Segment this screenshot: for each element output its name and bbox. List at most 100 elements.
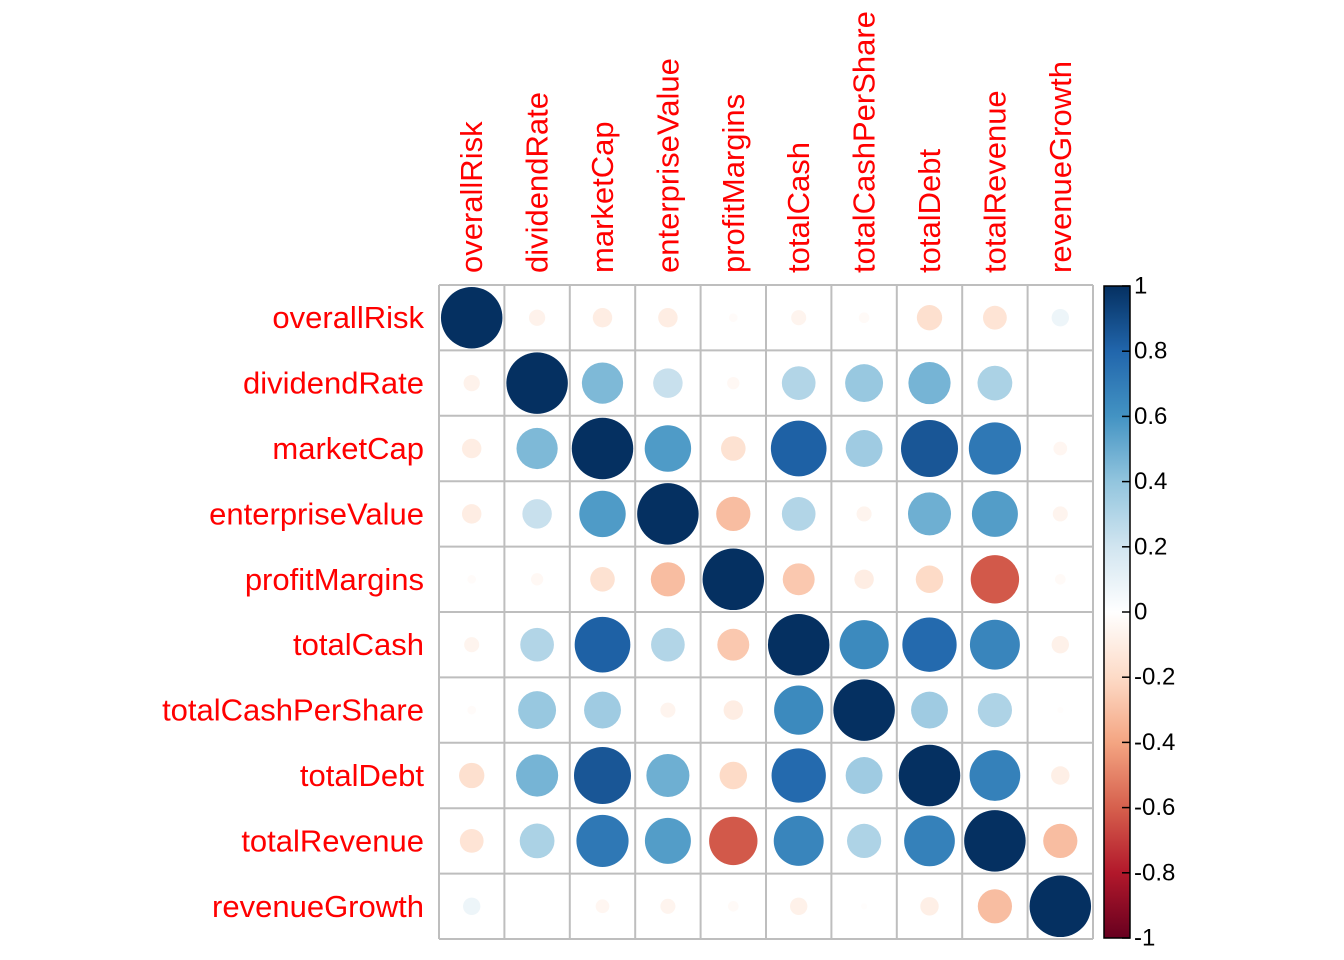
color-legend: 1 0.8 0.6 0.4 0.2 0 -0.2 -0.4 -0.6 -0.8 -1 [1103, 273, 1175, 952]
row-label-enterpriseValue: enterpriseValue [209, 496, 424, 531]
correlation-circle-enterpriseValue-dividendRate [522, 499, 552, 529]
correlation-circle-revenueGrowth-totalRevenue [977, 889, 1013, 924]
correlation-circle-totalDebt-marketCap [573, 746, 632, 805]
correlation-circle-revenueGrowth-revenueGrowth [1029, 875, 1092, 938]
correlation-circle-totalCash-revenueGrowth [1051, 636, 1069, 654]
correlation-circle-profitMargins-enterpriseValue [650, 562, 686, 597]
row-label-totalCash: totalCash [293, 627, 424, 662]
color-legend-tick-label: -1 [1134, 925, 1155, 952]
correlation-circle-profitMargins-overallRisk [467, 574, 477, 584]
correlation-circle-enterpriseValue-totalCashPerShare [856, 506, 872, 522]
correlation-circle-profitMargins-profitMargins [702, 548, 765, 611]
column-label-enterpriseValue: enterpriseValue [650, 58, 685, 273]
correlation-circle-dividendRate-overallRisk [463, 374, 480, 392]
correlation-circle-revenueGrowth-overallRisk [463, 897, 481, 915]
column-label-marketCap: marketCap [585, 121, 620, 273]
correlation-circle-totalCash-dividendRate [520, 627, 554, 662]
correlation-circle-totalRevenue-enterpriseValue [644, 817, 691, 864]
correlation-circle-overallRisk-totalCash [791, 310, 807, 326]
correlation-circle-revenueGrowth-marketCap [595, 899, 610, 914]
correlation-circle-totalCash-totalRevenue [969, 619, 1020, 670]
correlation-circle-dividendRate-dividendRate [506, 352, 568, 414]
correlation-circle-totalRevenue-dividendRate [519, 823, 555, 859]
correlation-circle-totalDebt-totalCash [771, 748, 826, 803]
row-label-profitMargins: profitMargins [245, 562, 424, 597]
correlation-circle-profitMargins-totalCashPerShare [854, 569, 874, 590]
correlation-circle-marketCap-enterpriseValue [644, 425, 692, 472]
correlation-circle-revenueGrowth-totalDebt [920, 897, 939, 916]
correlation-circle-overallRisk-profitMargins [728, 313, 738, 323]
correlation-circle-marketCap-profitMargins [721, 436, 746, 461]
correlation-circle-totalCash-overallRisk [464, 637, 480, 653]
correlation-circle-totalDebt-overallRisk [459, 762, 485, 789]
correlation-circle-totalCashPerShare-revenueGrowth [1057, 707, 1064, 714]
column-label-totalCash: totalCash [781, 142, 816, 273]
correlation-circle-totalCashPerShare-totalDebt [911, 691, 948, 729]
color-legend-tick-label: -0.4 [1134, 729, 1175, 756]
column-labels: overallRisk dividendRate marketCap enterpri… [454, 11, 1078, 273]
column-label-totalCashPerShare: totalCashPerShare [847, 11, 882, 273]
correlation-circle-overallRisk-totalRevenue [983, 305, 1007, 330]
correlation-circle-revenueGrowth-totalCash [790, 897, 808, 915]
color-legend-tick-label: 0.8 [1134, 338, 1167, 365]
row-label-marketCap: marketCap [272, 431, 424, 466]
correlation-circles [440, 286, 1092, 938]
correlation-circle-dividendRate-marketCap [581, 362, 624, 404]
correlation-circle-marketCap-totalDebt [900, 419, 959, 478]
correlation-circle-enterpriseValue-totalRevenue [971, 490, 1018, 537]
row-labels: overallRisk dividendRate marketCap enterpri… [162, 300, 424, 924]
column-label-profitMargins: profitMargins [716, 94, 751, 273]
correlation-circle-totalDebt-revenueGrowth [1051, 766, 1070, 785]
correlation-circle-enterpriseValue-totalCash [781, 497, 816, 531]
correlation-circle-totalDebt-profitMargins [719, 761, 748, 790]
correlation-circle-overallRisk-revenueGrowth [1051, 309, 1069, 327]
correlation-circle-totalCash-profitMargins [717, 628, 750, 661]
correlation-circle-totalCash-marketCap [574, 616, 631, 673]
correlation-circle-totalCashPerShare-totalCashPerShare [833, 679, 895, 741]
correlation-circle-dividendRate-totalCash [781, 366, 816, 400]
correlation-circle-overallRisk-enterpriseValue [658, 307, 678, 328]
correlation-circle-dividendRate-profitMargins [727, 376, 740, 390]
correlation-circle-totalCashPerShare-marketCap [584, 691, 621, 729]
correlation-circle-marketCap-totalCash [770, 420, 827, 477]
correlation-circle-totalRevenue-totalCash [773, 815, 824, 866]
correlation-circle-totalCash-totalDebt [902, 617, 957, 672]
correlation-circle-totalRevenue-profitMargins [709, 816, 758, 866]
correlation-circle-revenueGrowth-enterpriseValue [660, 898, 676, 914]
color-legend-tick-label: 0.4 [1134, 468, 1167, 495]
correlation-circle-dividendRate-totalCashPerShare [845, 364, 884, 403]
color-legend-tick-label: -0.2 [1134, 664, 1175, 691]
row-label-totalDebt: totalDebt [300, 758, 424, 793]
matrix-grid [438, 284, 1094, 940]
correlation-circle-overallRisk-dividendRate [528, 309, 546, 326]
correlation-circle-totalRevenue-totalRevenue [964, 810, 1026, 872]
correlation-circle-profitMargins-revenueGrowth [1054, 573, 1066, 585]
correlation-circle-overallRisk-totalDebt [916, 305, 943, 331]
correlation-circle-totalDebt-totalCashPerShare [845, 757, 883, 794]
correlation-circle-marketCap-overallRisk [461, 438, 482, 459]
column-label-overallRisk: overallRisk [454, 121, 489, 273]
correlation-circle-totalCashPerShare-overallRisk [467, 705, 477, 715]
column-label-totalDebt: totalDebt [912, 149, 947, 273]
correlation-circle-totalCashPerShare-profitMargins [723, 700, 744, 720]
correlation-circle-profitMargins-totalCash [782, 563, 815, 596]
row-label-totalRevenue: totalRevenue [241, 823, 424, 858]
correlation-circle-profitMargins-totalRevenue [970, 555, 1020, 604]
correlation-circle-totalCash-totalCashPerShare [839, 620, 889, 670]
correlation-circle-dividendRate-totalRevenue [977, 365, 1013, 401]
correlation-circle-enterpriseValue-revenueGrowth [1052, 506, 1068, 522]
correlation-circle-marketCap-totalRevenue [968, 422, 1021, 475]
correlation-circle-totalDebt-totalDebt [898, 744, 961, 807]
correlation-circle-enterpriseValue-enterpriseValue [637, 483, 699, 545]
color-legend-tick-label: -0.6 [1134, 794, 1175, 821]
correlation-circle-enterpriseValue-marketCap [579, 490, 626, 538]
correlation-circle-totalRevenue-totalCashPerShare [846, 823, 882, 859]
color-legend-tick-label: 0 [1134, 599, 1147, 626]
row-label-overallRisk: overallRisk [272, 300, 424, 335]
correlation-circle-marketCap-dividendRate [516, 427, 558, 470]
color-legend-tick-label: 0.6 [1134, 403, 1167, 430]
correlation-circle-dividendRate-totalDebt [908, 362, 951, 405]
correlation-circle-overallRisk-totalCashPerShare [858, 312, 870, 324]
correlation-circle-totalDebt-enterpriseValue [646, 753, 690, 798]
correlation-circle-dividendRate-enterpriseValue [653, 368, 683, 398]
